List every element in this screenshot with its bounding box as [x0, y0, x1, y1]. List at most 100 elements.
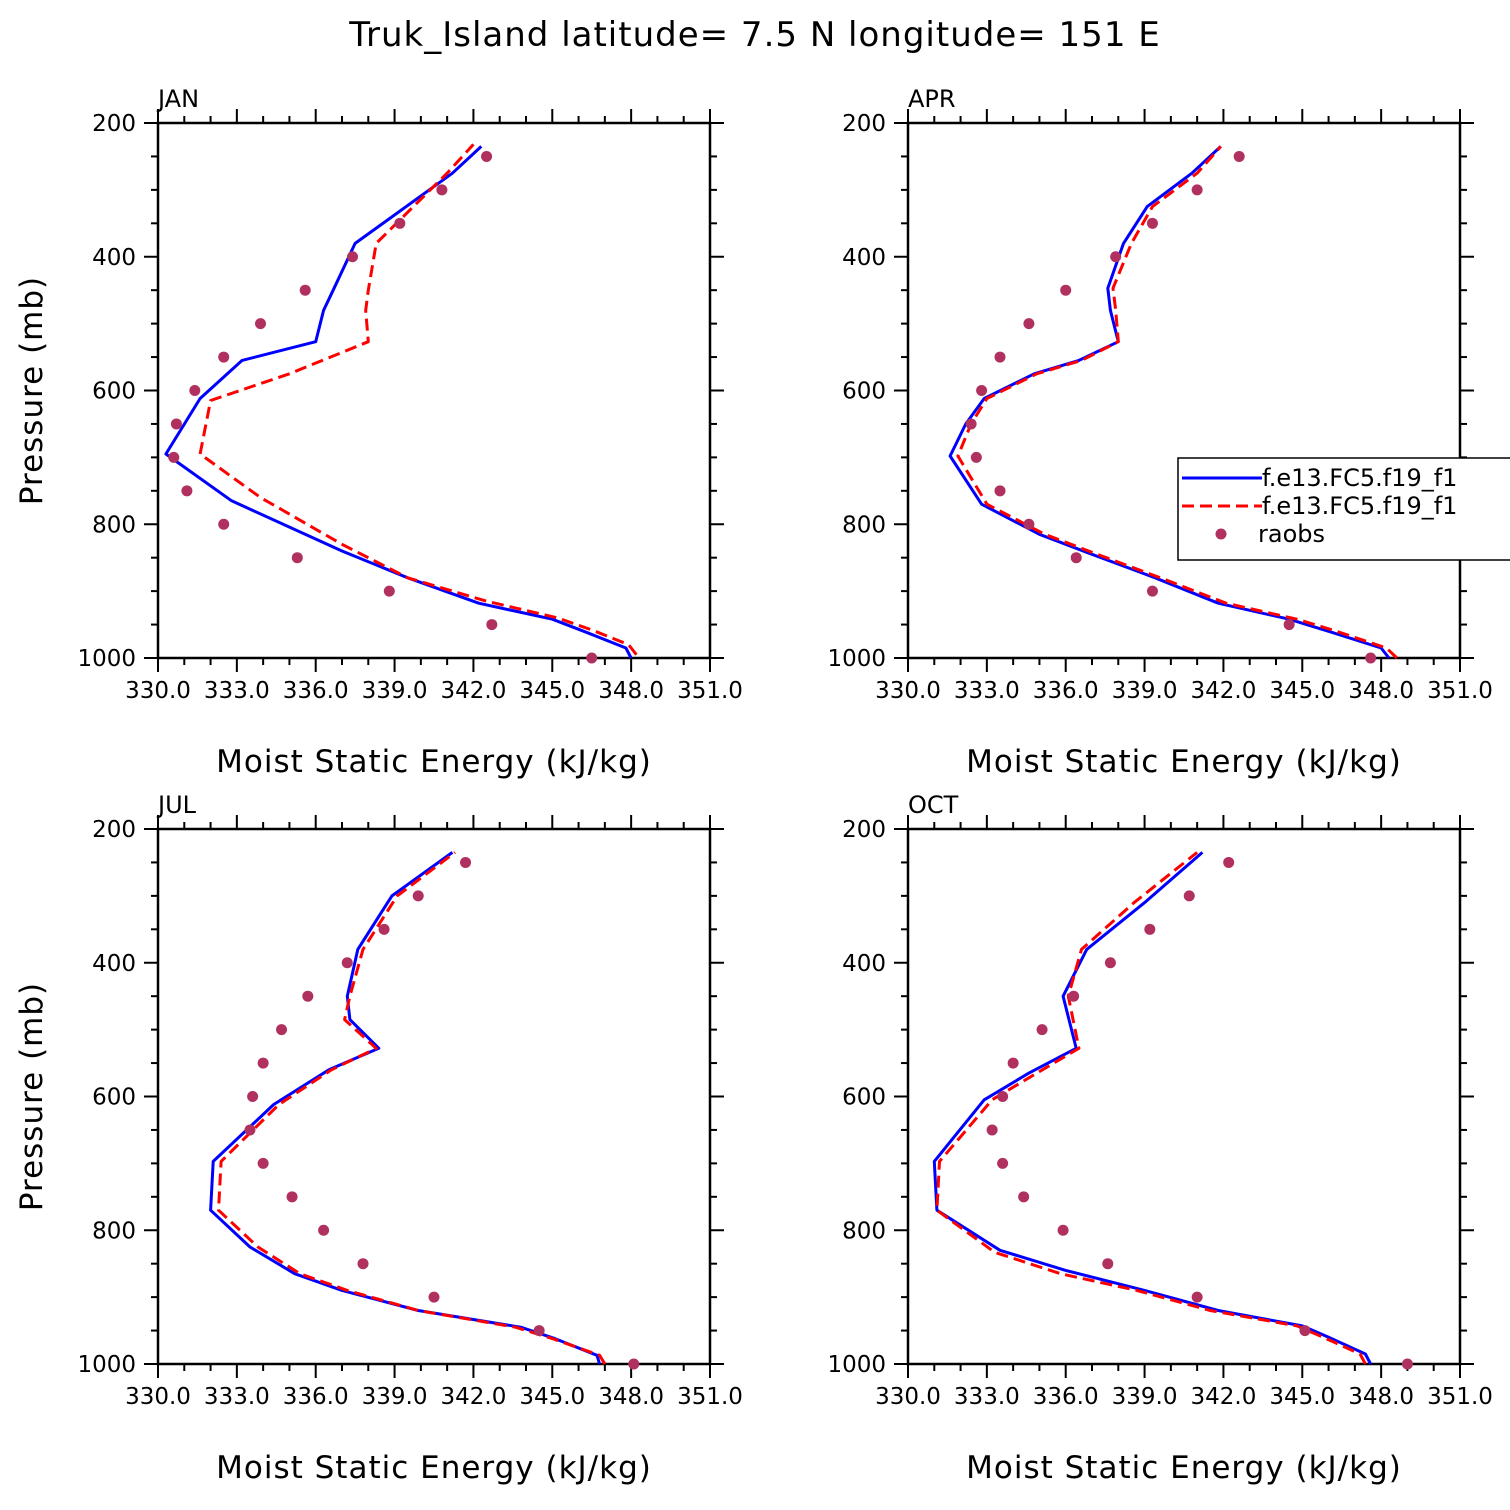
y-tick-label: 600	[92, 1085, 136, 1111]
x-tick-label: 351.0	[677, 1384, 743, 1410]
raobs-point	[1223, 856, 1235, 868]
raobs-point	[383, 585, 395, 597]
raobs-point	[970, 451, 982, 463]
y-tick-label: 600	[842, 1085, 886, 1111]
raobs-point	[1007, 1057, 1019, 1069]
y-tick-label: 800	[842, 1218, 886, 1244]
raobs-point	[436, 184, 448, 196]
raobs-point	[533, 1325, 545, 1337]
y-tick-label: 200	[92, 111, 136, 137]
raobs-point	[1036, 1024, 1048, 1036]
x-axis-label: Moist Static Energy (kJ/kg)	[966, 1450, 1402, 1486]
x-axis-label: Moist Static Energy (kJ/kg)	[216, 1450, 652, 1486]
x-tick-label: 336.0	[283, 678, 349, 704]
y-axis-label: Pressure (mb)	[14, 276, 50, 505]
raobs-point	[976, 385, 988, 396]
legend-marker-dot	[1215, 528, 1227, 540]
y-tick-label: 1000	[77, 646, 136, 672]
raobs-point	[168, 451, 180, 463]
y-tick-label: 400	[92, 951, 136, 977]
raobs-point	[997, 1091, 1009, 1102]
series-line-solid	[209, 851, 602, 1365]
series-line-dashed	[198, 143, 638, 656]
x-tick-label: 348.0	[1348, 678, 1414, 704]
raobs-point	[1023, 518, 1035, 530]
panel-title: APR	[908, 85, 956, 113]
raobs-point	[1110, 251, 1122, 263]
raobs-point	[412, 890, 424, 902]
raobs-point	[628, 1358, 640, 1370]
raobs-point	[1060, 284, 1072, 296]
raobs-point	[997, 1157, 1009, 1169]
raobs-point	[357, 1258, 369, 1270]
panels: JAN 330.0 333.0 336.0 339.0 342.0 345.0 348.0 35…	[14, 85, 1493, 1486]
y-tick-label: 400	[92, 245, 136, 271]
y-tick-label: 800	[92, 512, 136, 538]
raobs-point	[257, 1057, 269, 1069]
x-tick-label: 351.0	[1427, 678, 1493, 704]
raobs-point	[1183, 890, 1195, 902]
x-tick-label: 333.0	[954, 1384, 1020, 1410]
raobs-point	[1018, 1191, 1030, 1203]
raobs-point	[291, 552, 303, 564]
legend-label: f.e13.FC5.f19_f1	[1262, 464, 1457, 492]
raobs-point	[347, 251, 359, 263]
raobs-point	[965, 418, 977, 430]
y-tick-label: 600	[92, 379, 136, 405]
panel-oct: OCT 330.0 333.0 336.0 339.0 342.0 345.0 348.0 35…	[827, 791, 1492, 1486]
raobs-point	[218, 351, 230, 363]
y-tick-label: 600	[842, 379, 886, 405]
x-tick-label: 345.0	[519, 1384, 585, 1410]
x-tick-label: 342.0	[1190, 1384, 1256, 1410]
y-tick-label: 1000	[827, 646, 886, 672]
panel-jan: JAN 330.0 333.0 336.0 339.0 342.0 345.0 348.0 35…	[14, 85, 743, 780]
x-tick-label: 342.0	[1190, 678, 1256, 704]
raobs-point	[189, 385, 201, 396]
x-tick-label: 339.0	[1112, 1384, 1178, 1410]
x-tick-label: 336.0	[1033, 678, 1099, 704]
raobs-point	[428, 1291, 440, 1303]
y-tick-label: 200	[842, 817, 886, 843]
x-tick-label: 348.0	[1348, 1384, 1414, 1410]
x-tick-label: 342.0	[440, 678, 506, 704]
panel-title: JUL	[156, 791, 197, 819]
x-axis-label: Moist Static Energy (kJ/kg)	[966, 744, 1402, 780]
x-tick-label: 351.0	[677, 678, 743, 704]
raobs-point	[1146, 217, 1158, 229]
x-tick-label: 336.0	[283, 1384, 349, 1410]
y-axis-label: Pressure (mb)	[14, 982, 50, 1211]
series-line-dashed	[956, 145, 1398, 660]
raobs-point	[247, 1091, 259, 1102]
y-tick-label: 200	[842, 111, 886, 137]
raobs-point	[486, 619, 498, 631]
raobs-point	[994, 351, 1006, 363]
raobs-point	[1365, 652, 1377, 664]
raobs-point	[994, 485, 1006, 497]
raobs-point	[1299, 1325, 1311, 1337]
x-tick-label: 339.0	[362, 1384, 428, 1410]
raobs-point	[170, 418, 182, 430]
raobs-point	[244, 1124, 256, 1136]
x-tick-label: 333.0	[204, 678, 270, 704]
raobs-point	[1401, 1358, 1413, 1370]
raobs-point	[481, 150, 493, 162]
raobs-point	[1104, 957, 1116, 969]
y-tick-label: 800	[92, 1218, 136, 1244]
raobs-point	[586, 652, 598, 664]
raobs-point	[1068, 990, 1080, 1002]
x-tick-label: 336.0	[1033, 1384, 1099, 1410]
raobs-point	[1283, 619, 1295, 631]
y-tick-label: 200	[92, 817, 136, 843]
y-tick-label: 800	[842, 512, 886, 538]
raobs-point	[1070, 552, 1082, 564]
raobs-point	[181, 485, 193, 497]
x-axis-label: Moist Static Energy (kJ/kg)	[216, 744, 652, 780]
panel-title: JAN	[156, 85, 199, 113]
x-tick-label: 330.0	[875, 1384, 941, 1410]
raobs-point	[341, 957, 353, 969]
raobs-point	[394, 217, 406, 229]
raobs-point	[299, 284, 311, 296]
raobs-point	[1233, 150, 1245, 162]
raobs-point	[460, 856, 472, 868]
plot-frame	[156, 827, 712, 1366]
